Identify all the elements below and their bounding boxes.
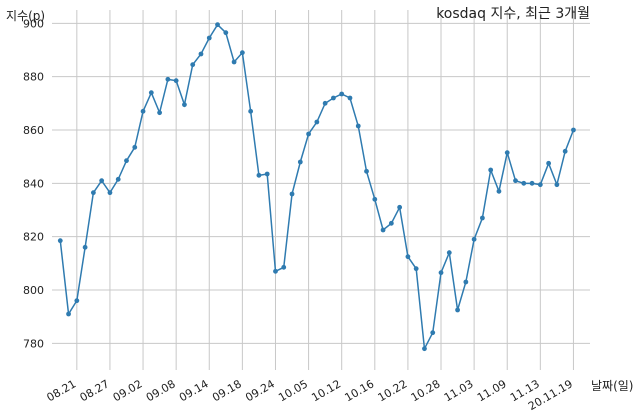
x-tick-label: 10.16 <box>343 377 377 404</box>
x-tick-label: 09.24 <box>243 377 277 404</box>
data-point <box>165 76 171 82</box>
x-tick-label: 10.12 <box>309 377 343 404</box>
data-point <box>413 266 419 272</box>
data-point <box>504 150 510 156</box>
data-point <box>140 108 146 114</box>
data-point <box>314 119 320 125</box>
data-point <box>66 311 71 317</box>
y-tick-label: 860 <box>23 124 44 137</box>
data-point <box>537 182 543 188</box>
x-tick-label: 11.03 <box>442 377 476 404</box>
data-point <box>422 346 427 352</box>
x-tick-label: 10.28 <box>409 377 443 404</box>
data-point <box>562 148 568 154</box>
series-points <box>57 22 576 352</box>
data-point <box>182 102 187 108</box>
data-point <box>380 227 386 233</box>
data-point <box>405 254 411 260</box>
data-point <box>264 171 270 177</box>
y-tick-label: 800 <box>23 284 44 297</box>
data-point <box>223 30 229 36</box>
data-point <box>306 131 311 137</box>
y-tick-label: 820 <box>23 231 44 244</box>
data-point <box>496 188 502 194</box>
data-point <box>132 144 138 150</box>
data-point <box>322 100 328 106</box>
data-point <box>256 172 262 178</box>
data-point <box>513 178 518 184</box>
data-point <box>521 180 527 186</box>
data-point <box>388 220 394 226</box>
data-point <box>206 35 212 41</box>
data-point <box>148 90 154 96</box>
data-point <box>446 250 452 256</box>
data-point <box>90 190 96 196</box>
data-point <box>438 270 444 276</box>
x-tick-label: 10.22 <box>376 377 410 404</box>
data-point <box>198 51 204 57</box>
data-point <box>463 279 469 285</box>
data-point <box>397 204 403 210</box>
data-point <box>347 95 353 101</box>
chart-title: kosdaq 지수, 최근 3개월 <box>436 6 590 22</box>
data-point <box>289 191 295 197</box>
data-point <box>124 158 129 164</box>
data-point <box>471 236 477 242</box>
data-point <box>173 78 179 84</box>
x-tick-label: 08.27 <box>78 377 112 404</box>
data-point <box>99 178 105 184</box>
data-point <box>554 182 560 188</box>
data-point <box>281 264 287 270</box>
x-tick-label: 09.18 <box>210 377 244 404</box>
x-axis-label: 날짜(일) <box>591 379 633 393</box>
data-point <box>157 110 163 116</box>
data-point <box>480 215 485 221</box>
x-tick-label: 09.08 <box>144 377 178 404</box>
data-point <box>57 238 63 244</box>
x-tick-label: 11.09 <box>475 377 509 404</box>
data-point <box>74 298 80 304</box>
data-point <box>82 244 88 250</box>
data-point <box>297 159 303 165</box>
x-tick-labels: 08.21 08.27 09.02 09.08 09.14 09.18 09.24 10.05… <box>45 377 575 413</box>
data-point <box>215 22 220 28</box>
x-tick-label: 09.14 <box>177 377 211 404</box>
data-point <box>455 307 460 313</box>
data-point <box>115 176 121 182</box>
data-point <box>430 330 436 336</box>
y-axis-label: 지수(p) <box>6 9 45 23</box>
y-tick-labels: 780 800 820 840 860 880 900 <box>23 17 44 350</box>
x-tick-label: 10.05 <box>276 377 310 404</box>
data-point <box>107 190 113 196</box>
data-point <box>546 160 552 166</box>
data-point <box>488 167 494 173</box>
data-point <box>372 196 378 202</box>
data-point <box>239 50 245 56</box>
data-point <box>273 268 278 274</box>
data-point <box>529 180 535 186</box>
data-point <box>190 62 196 68</box>
series-line <box>59 23 575 352</box>
x-tick-label: 09.02 <box>111 377 145 404</box>
data-point <box>248 108 254 114</box>
data-point <box>355 123 361 129</box>
data-point <box>339 91 345 97</box>
y-tick-label: 900 <box>23 17 44 30</box>
grid-lines <box>52 10 590 370</box>
y-tick-label: 780 <box>23 337 44 350</box>
data-point <box>331 95 336 101</box>
y-tick-label: 840 <box>23 177 44 190</box>
data-point <box>231 59 237 65</box>
data-point <box>571 127 576 133</box>
data-point <box>364 168 369 174</box>
y-tick-label: 880 <box>23 71 44 84</box>
x-tick-label: 08.21 <box>45 377 79 404</box>
